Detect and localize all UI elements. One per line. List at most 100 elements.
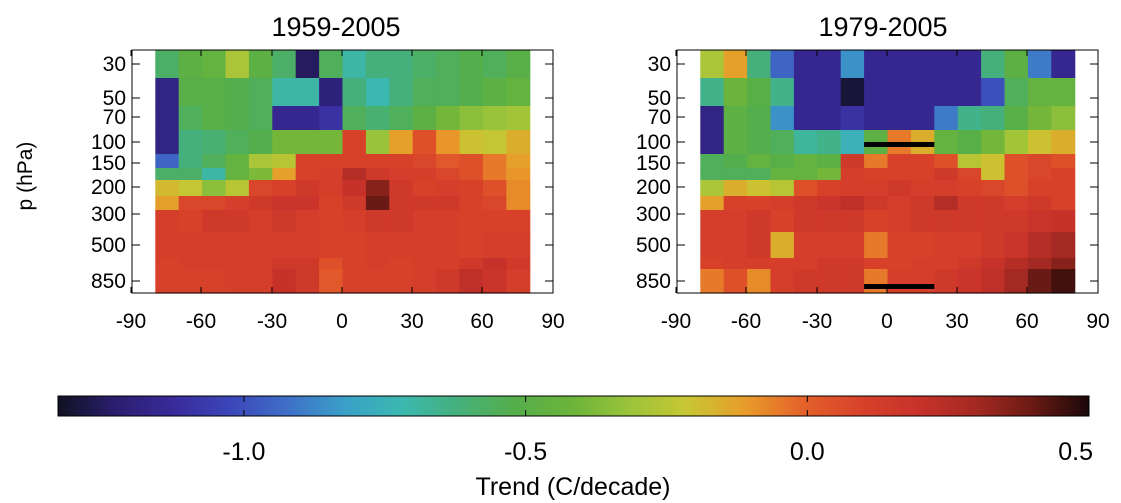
heatmap-cell (459, 78, 484, 107)
colorbar-tick-label: 0.0 (790, 438, 825, 466)
y-tick-label: 850 (91, 270, 126, 293)
heatmap-cell (817, 130, 842, 155)
heatmap-cell (202, 130, 227, 155)
heatmap-cell (412, 154, 437, 169)
y-tick-label: 30 (648, 53, 671, 76)
heatmap-cell (1051, 130, 1076, 155)
panel-left: 1959-2005 p (hPa) -90 -60 -30 0 30 60 90 30 5070… (14, 12, 565, 333)
x-tick-label: 0 (881, 310, 893, 333)
heatmap-cell (723, 210, 748, 233)
heatmap-cell (482, 258, 507, 270)
x-tick-label: 30 (945, 310, 968, 333)
heatmap-cell (295, 154, 320, 169)
colorbar-label: Trend (C/decade) (476, 473, 671, 501)
black-bar (864, 142, 935, 147)
heatmap-cell (1051, 154, 1076, 169)
heatmap-cell (202, 196, 227, 211)
y-tick-label: 500 (636, 234, 671, 257)
heatmap-cell (793, 180, 818, 197)
heatmap-cell (1027, 78, 1052, 107)
heatmap-cell (910, 154, 935, 169)
heatmap-cell (342, 196, 367, 211)
heatmap-cell (934, 154, 959, 169)
colorbar-ticks: -1.0 -0.5 0.0 0.5 (222, 396, 1093, 466)
heatmap-cell (389, 78, 414, 107)
x-tick-label: -90 (661, 310, 691, 333)
heatmap-cell (272, 258, 297, 270)
heatmap-cell (506, 50, 531, 79)
heatmap-cell (747, 78, 772, 107)
heatmap-cell (202, 78, 227, 107)
heatmap-cell (389, 232, 414, 259)
heatmap-cell (1004, 210, 1029, 233)
heatmap-cell (248, 180, 273, 197)
heatmap-cell (459, 130, 484, 155)
heatmap-cell (793, 269, 818, 294)
heatmap-cell (887, 180, 912, 197)
heatmap-cell (817, 180, 842, 197)
heatmap-cell (436, 78, 461, 107)
heatmap-cell (295, 232, 320, 259)
heatmap-cell (840, 78, 865, 107)
heatmap-cell (436, 269, 461, 294)
heatmap-cell (248, 232, 273, 259)
heatmap-cell (864, 78, 889, 107)
heatmap-cell (957, 168, 982, 181)
heatmap-cell (770, 269, 795, 294)
heatmap-cell (342, 106, 367, 131)
panel-right-title: 1979-2005 (818, 12, 947, 42)
heatmap-cell (957, 78, 982, 107)
heatmap-cell (225, 232, 250, 259)
heatmap-cell (910, 258, 935, 270)
heatmap-cell (178, 210, 203, 233)
heatmap-cell (1051, 232, 1076, 259)
heatmap-cell (1004, 78, 1029, 107)
heatmap-cell (981, 180, 1006, 197)
heatmap-cell (1051, 50, 1076, 79)
heatmap-cell (770, 106, 795, 131)
heatmap-cell (436, 196, 461, 211)
heatmap-cell (1004, 154, 1029, 169)
heatmap-cell (864, 196, 889, 211)
heatmap-cell (817, 50, 842, 79)
heatmap-cell (864, 258, 889, 270)
heatmap-cell (1027, 130, 1052, 155)
heatmap-cell (887, 269, 912, 294)
heatmap-cell (793, 130, 818, 155)
heatmap-cell (389, 210, 414, 233)
y-tick-label: 50 (103, 87, 126, 110)
heatmap-cell (459, 50, 484, 79)
heatmap-cell (700, 210, 725, 233)
heatmap-cell (817, 168, 842, 181)
heatmap-cell (225, 196, 250, 211)
heatmap-cell (342, 210, 367, 233)
y-tick-label: 100 (636, 131, 671, 154)
heatmap-cell (840, 258, 865, 270)
heatmap-cell (817, 78, 842, 107)
heatmap-cell (840, 168, 865, 181)
heatmap-cell (934, 106, 959, 131)
x-tick-label: 60 (1015, 310, 1038, 333)
heatmap-cell (248, 106, 273, 131)
heatmap-cell (389, 196, 414, 211)
heatmap-cell (910, 106, 935, 131)
heatmap-cell (482, 78, 507, 107)
heatmap-cell (295, 210, 320, 233)
heatmap-cell (412, 50, 437, 79)
heatmap-cell (957, 269, 982, 294)
panel-left-title: 1959-2005 (271, 12, 400, 42)
heatmap-cell (934, 210, 959, 233)
heatmap-cell (747, 258, 772, 270)
heatmap-cell (482, 130, 507, 155)
heatmap-cell (272, 78, 297, 107)
colorbar-tick-label: 0.5 (1058, 438, 1093, 466)
heatmap-cell (840, 130, 865, 155)
heatmap-cell (840, 196, 865, 211)
heatmap-cell (459, 180, 484, 197)
heatmap-cell (981, 232, 1006, 259)
heatmap-cell (723, 168, 748, 181)
heatmap-cell (155, 269, 180, 294)
heatmap-cell (272, 50, 297, 79)
y-tick-label: 500 (91, 234, 126, 257)
